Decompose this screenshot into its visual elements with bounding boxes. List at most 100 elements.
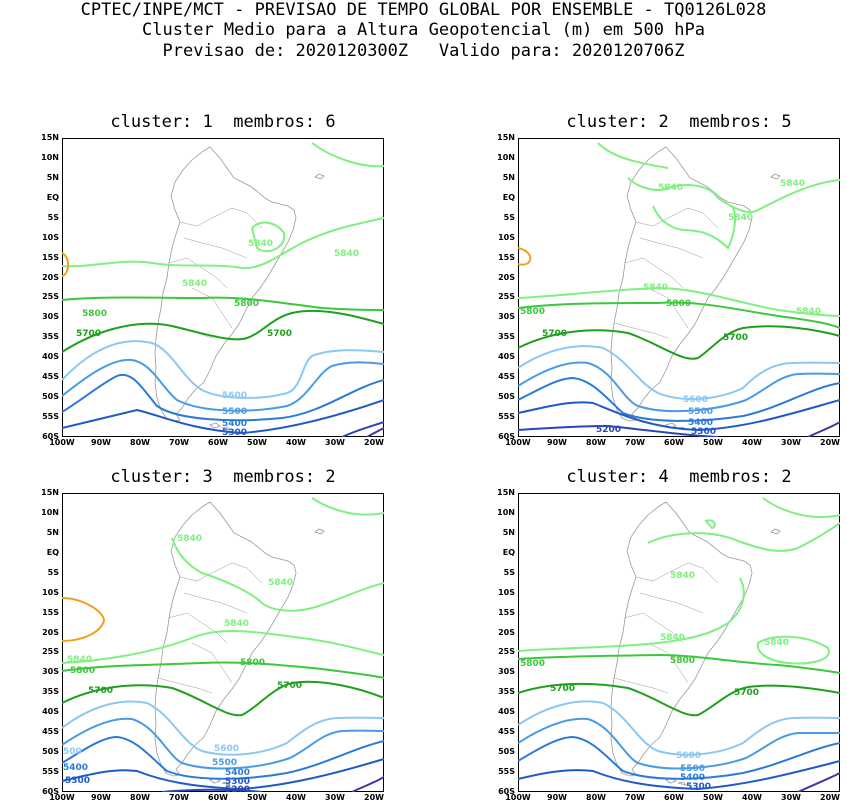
lat-tick-label: 20S [42, 627, 59, 637]
map-frame [518, 493, 840, 792]
lat-tick-label: 5N [502, 172, 515, 182]
lat-tick-label: 45S [498, 372, 515, 382]
map-frame [62, 138, 384, 437]
lat-tick-label: 15S [42, 252, 59, 262]
lon-tick-label: 90W [91, 793, 111, 802]
lat-tick-label: 10S [42, 232, 59, 242]
contour-label-l5500: 5500 [680, 764, 705, 774]
contour-label-l5300: 5300 [686, 782, 711, 792]
lon-tick-label: 30W [325, 793, 345, 802]
lat-tick-label: 5N [46, 527, 59, 537]
lon-tick-label: 100W [49, 793, 75, 802]
lat-tick-label: 30S [498, 312, 515, 322]
panel-title: cluster: 2 membros: 5 [566, 112, 792, 132]
lat-tick-label: 5S [47, 212, 59, 222]
lon-tick-label: 40W [286, 793, 306, 802]
lat-tick-label: 25S [42, 292, 59, 302]
lon-tick-label: 20W [820, 438, 840, 447]
contour-label-l5800a: 5800 [520, 659, 545, 669]
contour-label-l5840a: 5840 [248, 239, 273, 249]
map-panel-3: 5840 5840 5840 5840 5800 5800 5700 5700 5600 5… [62, 493, 384, 792]
lon-tick-label: 100W [49, 438, 75, 447]
lat-tick-label: EQ [502, 547, 515, 557]
lon-tick-label: 70W [169, 438, 189, 447]
contour-label-l5840a: 5840 [670, 571, 695, 581]
lat-tick-label: 15N [41, 488, 59, 497]
contour-label-l5800b: 5800 [240, 658, 265, 668]
lat-tick-label: 10N [41, 507, 59, 517]
lat-tick-label: 40S [42, 352, 59, 362]
lat-tick-label: 15N [41, 133, 59, 142]
lon-tick-label: 60W [208, 438, 228, 447]
lon-tick-label: 30W [781, 793, 801, 802]
lat-tick-label: 55S [498, 412, 515, 422]
lon-tick-label: 30W [325, 438, 345, 447]
contour-label-l5840b: 5840 [728, 213, 753, 223]
contour-label-l5600: 5600 [676, 751, 701, 761]
lon-tick-label: 90W [547, 793, 567, 802]
chart-title-line3: Previsao de: 2020120300Z Valido para: 20… [162, 41, 685, 61]
panel-title: cluster: 1 membros: 6 [110, 112, 336, 132]
contour-label-l5840b: 5840 [268, 578, 293, 588]
coastline [610, 501, 781, 786]
contour-label-l5600: 5600 [683, 395, 708, 405]
chart-title-line1: CPTEC/INPE/MCT - PREVISAO DE TEMPO GLOBA… [80, 0, 767, 20]
lat-tick-label: 10S [498, 587, 515, 597]
contour-label-l5700b: 5700 [723, 333, 748, 343]
contour-label-l5300b: 5300 [65, 776, 90, 786]
contour-label-l5800a: 5800 [82, 309, 107, 319]
contour-label-l5300: 5300 [222, 428, 247, 437]
panel-title: cluster: 4 membros: 2 [566, 467, 792, 487]
contour-label-l5840d: 5840 [643, 283, 668, 293]
lat-tick-label: 50S [42, 392, 59, 402]
lat-tick-label: EQ [46, 192, 59, 202]
lon-tick-label: 90W [547, 438, 567, 447]
lat-tick-label: 30S [42, 312, 59, 322]
contour-label-l5500: 5500 [688, 407, 713, 417]
lon-tick-label: 50W [703, 438, 723, 447]
contour-label-l5800b: 5800 [234, 299, 259, 309]
lat-tick-label: 10N [41, 152, 59, 162]
lat-tick-label: 15N [497, 488, 515, 497]
contour-label-l5840d: 5840 [67, 655, 92, 665]
lat-tick-label: 60S [42, 787, 59, 796]
contour-label-l5700b: 5700 [267, 329, 292, 339]
lat-tick-label: 40S [42, 707, 59, 717]
contour-label-l5700a: 5700 [550, 684, 575, 694]
lat-tick-label: 30S [42, 667, 59, 677]
contour-label-l5840a: 5840 [177, 534, 202, 544]
lat-tick-label: 5S [47, 567, 59, 577]
map-panel-2: 5840 5840 5840 5840 5840 5800 5800 5700 5700 5… [518, 138, 840, 437]
lon-tick-label: 90W [91, 438, 111, 447]
contour-label-l5600b: 500 [63, 747, 82, 757]
lat-tick-label: 35S [42, 332, 59, 342]
lat-tick-label: 45S [42, 372, 59, 382]
contour-label-l5840c: 5840 [764, 638, 789, 648]
contour-label-l5700a: 5700 [76, 329, 101, 339]
lat-tick-label: 60S [42, 432, 59, 441]
lat-tick-label: 15S [42, 607, 59, 617]
lon-tick-label: 50W [247, 793, 267, 802]
contour-label-l5600: 5600 [214, 744, 239, 754]
lat-tick-label: 55S [42, 412, 59, 422]
contour-label-l5400: 5400 [680, 773, 705, 783]
lon-tick-label: 50W [247, 438, 267, 447]
contour-label-l5600: 5600 [222, 391, 247, 401]
lat-tick-label: 25S [42, 647, 59, 657]
lon-tick-label: 60W [664, 793, 684, 802]
lon-tick-label: 20W [364, 793, 384, 802]
map-frame [518, 138, 840, 437]
lat-tick-label: 60S [498, 787, 515, 796]
lat-tick-label: 20S [498, 627, 515, 637]
lon-tick-label: 40W [286, 438, 306, 447]
lat-tick-label: 15S [498, 607, 515, 617]
lat-tick-label: 50S [498, 747, 515, 757]
map-panel-1: 5840 5840 5840 5800 5800 5700 5700 5600 5500 5… [62, 138, 384, 437]
lat-tick-label: 10S [498, 232, 515, 242]
lon-tick-label: 40W [742, 438, 762, 447]
lat-tick-label: 5S [503, 212, 515, 222]
contour-label-l5700b: 5700 [277, 681, 302, 691]
map-frame [62, 493, 384, 792]
contour-label-l5700b: 5700 [734, 688, 759, 698]
